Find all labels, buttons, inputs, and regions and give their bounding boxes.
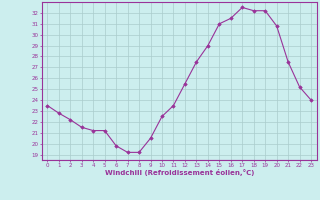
X-axis label: Windchill (Refroidissement éolien,°C): Windchill (Refroidissement éolien,°C) [105,169,254,176]
